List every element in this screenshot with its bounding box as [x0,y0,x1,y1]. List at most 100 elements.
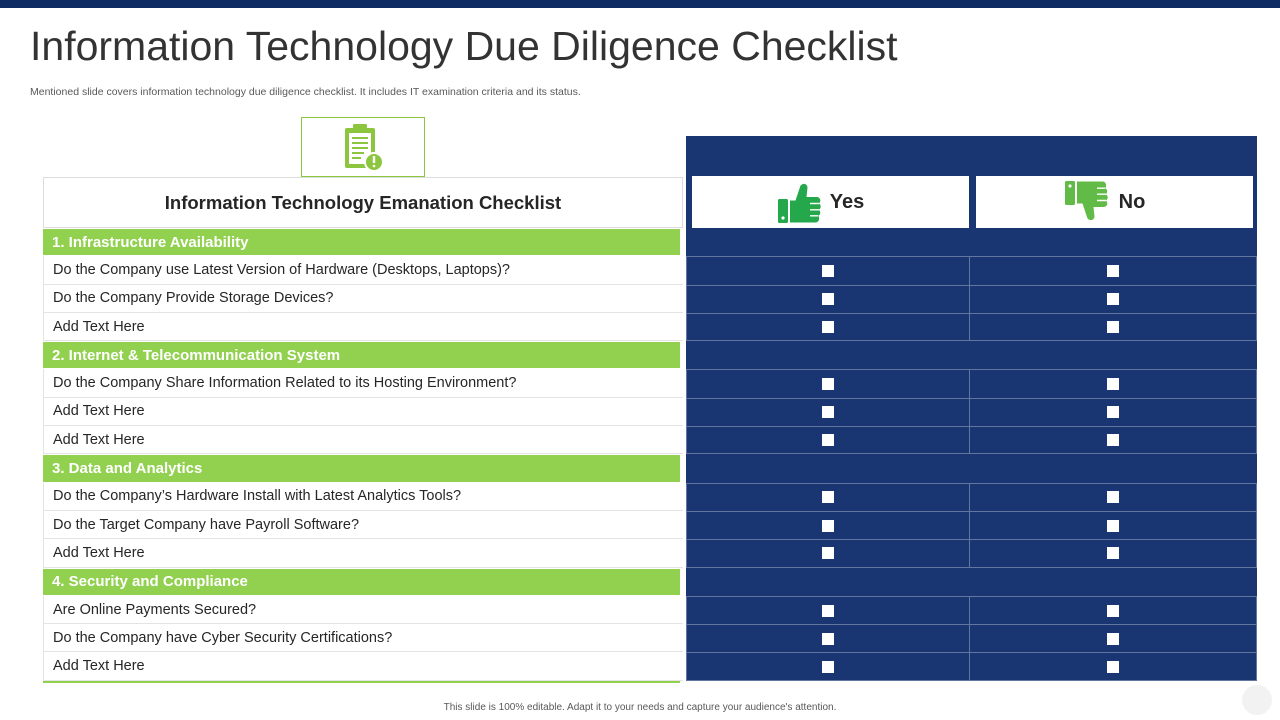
section-title: 1. Infrastructure Availability [52,233,249,251]
checklist-item-text: Do the Company use Latest Version of Har… [53,261,510,278]
clipboard-alert-icon [345,124,384,172]
no-checkbox[interactable] [1107,378,1119,391]
section-band: 3. Data and Analytics [43,455,680,482]
yes-column-header: Yes [692,176,969,228]
checklist-item: Do the Target Company have Payroll Softw… [43,510,683,540]
answer-row [686,624,1257,653]
no-checkbox[interactable] [1107,519,1119,532]
checklist-item-text: Add Text Here [53,318,145,335]
answer-row [686,595,1257,625]
answer-row [686,482,1257,511]
yes-checkbox[interactable] [822,632,834,645]
no-cell [969,398,1257,427]
yes-cell [686,398,969,427]
no-checkbox[interactable] [1107,293,1119,306]
answer-row [686,510,1257,540]
yes-cell [686,370,969,398]
no-cell [969,257,1257,285]
checklist-item: Do the Company’s Hardware Install with L… [43,482,683,511]
no-label: No [1118,190,1146,213]
answer-row [686,369,1257,398]
yes-cell [686,257,969,285]
answer-row [686,539,1257,568]
corner-circle [1242,685,1272,715]
checklist-item-text: Do the Company Share Information Related… [53,375,517,392]
table-bottom-rule [43,681,680,683]
yes-checkbox[interactable] [822,491,834,504]
no-cell [969,285,1257,313]
yes-checkbox[interactable] [822,378,834,391]
section-row: 4. Security and Compliance [43,567,683,596]
thumbs-down-icon [1064,181,1108,221]
section-row: 2. Internet & Telecommunication System [43,341,683,370]
yes-checkbox[interactable] [822,264,834,277]
top-accent-bar [0,0,1280,8]
checklist-item-text: Do the Company Provide Storage Devices? [53,290,334,307]
slide-title: Information Technology Due Diligence Che… [30,23,898,69]
no-checkbox[interactable] [1107,632,1119,645]
yes-cell [686,596,969,625]
section-row: 1. Infrastructure Availability [43,228,683,257]
yes-cell [686,511,969,540]
no-checkbox[interactable] [1107,406,1119,419]
answer-section-spacer [686,454,1257,482]
answer-row [686,312,1257,342]
answer-section-spacer [686,568,1257,596]
checklist-item: Do the Company use Latest Version of Har… [43,256,683,285]
no-cell [969,625,1257,653]
no-cell [969,596,1257,625]
answer-section-spacer [686,341,1257,369]
yes-cell [686,427,969,454]
checklist-item: Add Text Here [43,397,683,427]
no-cell [969,653,1257,680]
yes-checkbox[interactable] [822,547,834,560]
section-title: 2. Internet & Telecommunication System [52,346,341,364]
yes-checkbox[interactable] [822,406,834,419]
yes-checkbox[interactable] [822,293,834,306]
no-checkbox[interactable] [1107,434,1119,447]
yes-label: Yes [829,190,865,213]
section-title: 3. Data and Analytics [52,460,203,478]
no-checkbox[interactable] [1107,547,1119,560]
checklist-header-label: Information Technology Emanation Checkli… [164,191,562,213]
yes-cell [686,653,969,680]
yes-cell [686,483,969,511]
answer-row [686,256,1257,285]
no-checkbox[interactable] [1107,660,1119,673]
answer-panel: Yes No [686,136,1257,681]
checklist-header: Information Technology Emanation Checkli… [43,177,683,228]
no-checkbox[interactable] [1107,321,1119,334]
no-cell [969,313,1257,341]
yes-cell [686,285,969,313]
yes-checkbox[interactable] [822,660,834,673]
section-band: 4. Security and Compliance [43,568,680,595]
answer-row [686,426,1257,455]
checklist-item-text: Add Text Here [53,431,145,448]
no-checkbox[interactable] [1107,491,1119,504]
header-icon-box [301,117,425,177]
checklist-item: Add Text Here [43,539,683,568]
checklist-item: Do the Company have Cyber Security Certi… [43,624,683,653]
checklist-item-text: Do the Company’s Hardware Install with L… [53,488,462,505]
section-title: 4. Security and Compliance [52,573,248,591]
answer-row [686,397,1257,427]
yes-checkbox[interactable] [822,321,834,334]
section-band: 2. Internet & Telecommunication System [43,342,680,369]
checklist-item-text: Are Online Payments Secured? [53,601,257,618]
no-checkbox[interactable] [1107,264,1119,277]
checklist-item: Do the Company Provide Storage Devices? [43,284,683,313]
answer-row [686,284,1257,313]
checklist-item-text: Do the Company have Cyber Security Certi… [53,629,393,646]
no-checkbox[interactable] [1107,604,1119,617]
yes-checkbox[interactable] [822,434,834,447]
no-cell [969,540,1257,567]
no-cell [969,370,1257,398]
yes-checkbox[interactable] [822,519,834,532]
no-column-header: No [976,176,1253,228]
checklist-item: Add Text Here [43,426,683,455]
no-cell [969,483,1257,511]
checklist-item-text: Do the Target Company have Payroll Softw… [53,516,360,533]
checklist-item: Are Online Payments Secured? [43,595,683,625]
checklist-item: Add Text Here [43,312,683,342]
yes-checkbox[interactable] [822,604,834,617]
